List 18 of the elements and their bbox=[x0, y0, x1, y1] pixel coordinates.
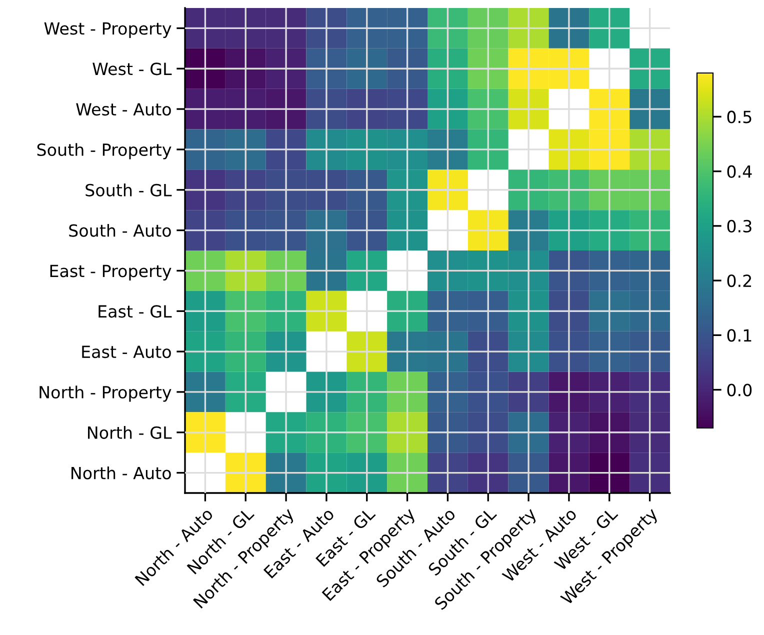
y-tick-label: East - Property bbox=[50, 264, 172, 281]
y-tick-label: North - Property bbox=[40, 386, 172, 402]
y-tick-label: East - GL bbox=[98, 305, 172, 318]
y-tick-label: North - GL bbox=[88, 426, 172, 439]
color-bar-label: 0.1 bbox=[727, 329, 752, 342]
y-tick-label: South - Property bbox=[37, 143, 172, 160]
y-tick-label: East - Auto bbox=[82, 346, 171, 358]
y-tick-label: West - Property bbox=[44, 22, 172, 38]
color-bar-label: 0.3 bbox=[727, 220, 752, 232]
y-tick-label: South - Auto bbox=[69, 224, 171, 237]
y-tick-label: West - Auto bbox=[76, 103, 171, 116]
color-bar-label: 0.0 bbox=[727, 384, 752, 396]
y-tick-label: South - GL bbox=[86, 184, 172, 196]
color-bar-label: 0.2 bbox=[727, 274, 752, 288]
y-tick-label: North - Auto bbox=[72, 466, 171, 480]
color-bar-label: 0.5 bbox=[727, 110, 752, 124]
color-bar-label: 0.4 bbox=[727, 165, 752, 178]
y-tick-label: West - GL bbox=[92, 62, 172, 76]
